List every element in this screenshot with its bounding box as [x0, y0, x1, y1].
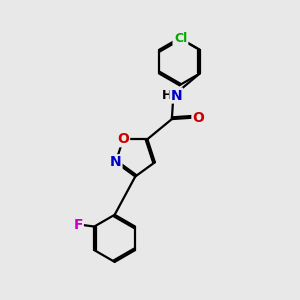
Text: H: H — [162, 89, 172, 102]
Text: N: N — [110, 155, 122, 169]
Text: F: F — [73, 218, 83, 232]
Text: Cl: Cl — [174, 32, 187, 45]
Text: O: O — [117, 132, 129, 146]
Text: O: O — [192, 111, 204, 124]
Text: N: N — [170, 88, 182, 103]
Text: N: N — [174, 31, 185, 45]
